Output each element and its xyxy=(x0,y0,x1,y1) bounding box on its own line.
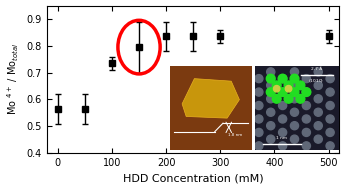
Y-axis label: Mo $^{4+}$ / Mo$_{total}$: Mo $^{4+}$ / Mo$_{total}$ xyxy=(6,43,21,115)
X-axis label: HDD Concentration (mM): HDD Concentration (mM) xyxy=(123,174,264,184)
